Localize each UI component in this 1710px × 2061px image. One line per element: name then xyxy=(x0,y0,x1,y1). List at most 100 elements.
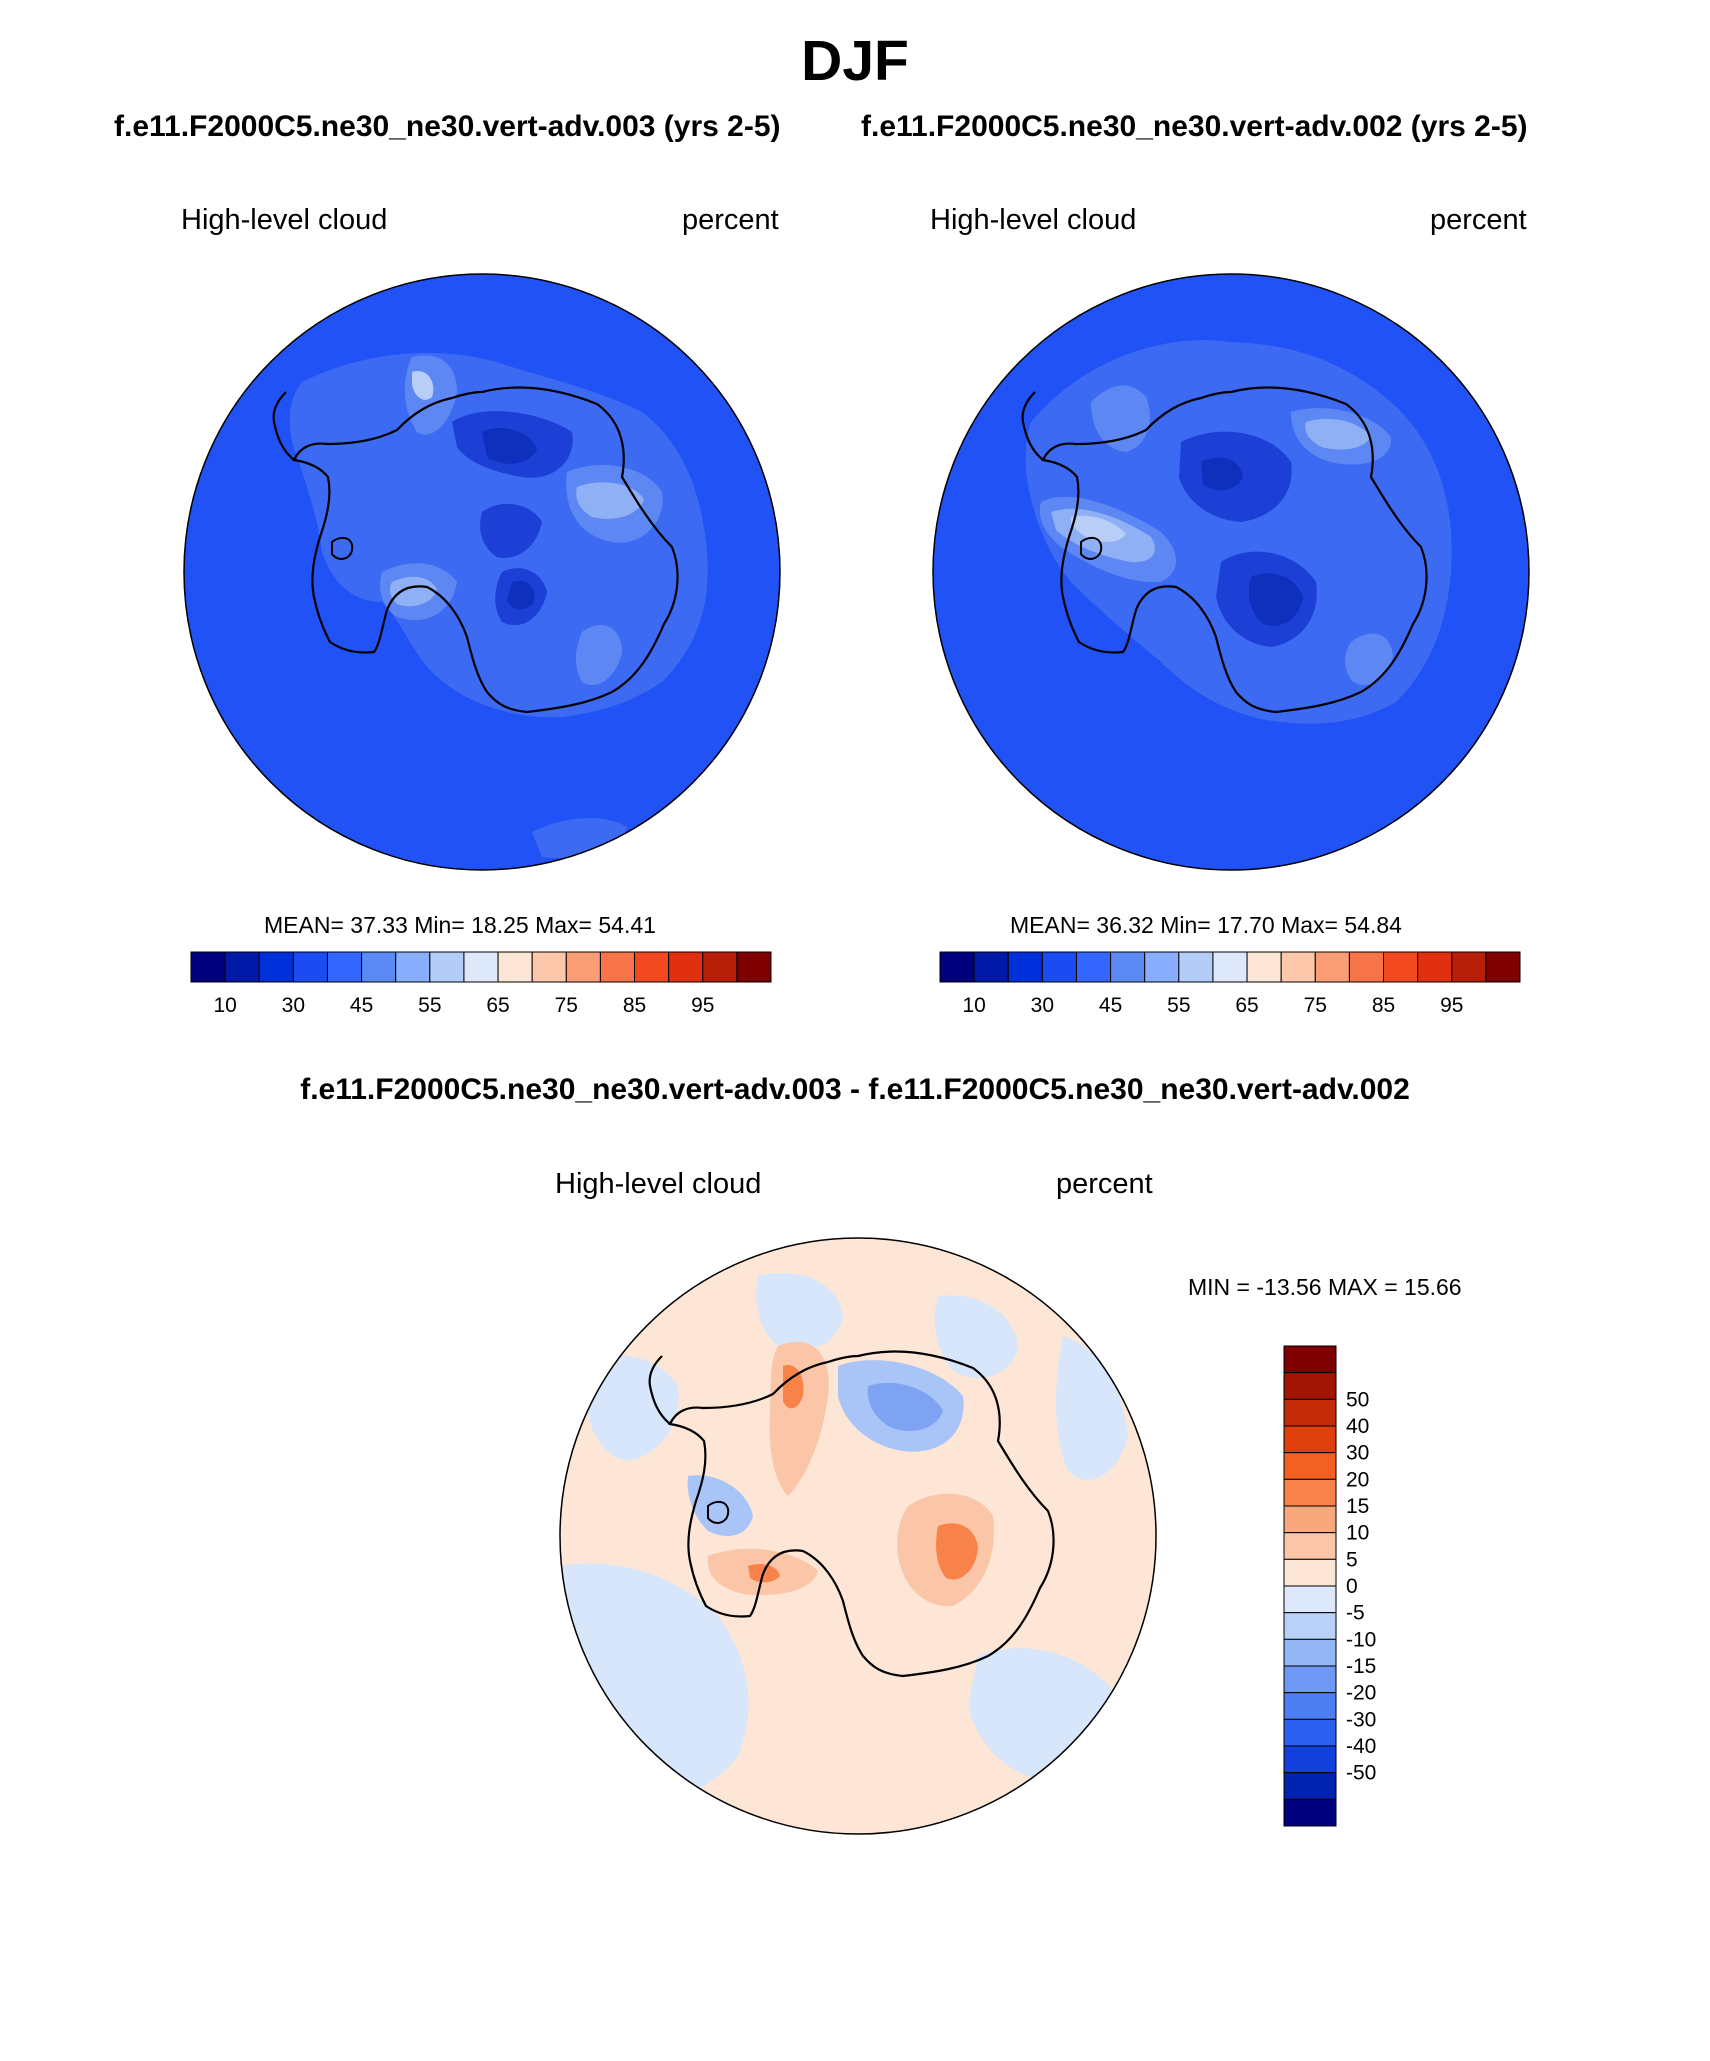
panel2-colorbar-tick-label: 95 xyxy=(1440,994,1463,1017)
diff-variable-label: High-level cloud xyxy=(555,1168,762,1200)
panel2-colorbar-swatch xyxy=(1007,951,1043,983)
difference-title: f.e11.F2000C5.ne30_ne30.vert-adv.003 - f… xyxy=(300,1073,1410,1106)
panel2-colorbar-swatch xyxy=(1144,951,1180,983)
panel1-colorbar-swatch xyxy=(634,951,670,983)
panel2-map-ice-shelf-coast xyxy=(1080,536,1103,560)
panel1-map-contour-region xyxy=(507,580,535,610)
panel1-colorbar-swatch xyxy=(531,951,567,983)
panel1-colorbar-tick-label: 55 xyxy=(418,994,441,1017)
panel1-colorbar-swatch xyxy=(702,951,738,983)
diff-map-ice-shelf-coast xyxy=(707,1500,730,1524)
diff-colorbar-swatch xyxy=(1283,1452,1337,1480)
diff-colorbar-swatch xyxy=(1283,1638,1337,1667)
diff-colorbar-swatch xyxy=(1283,1718,1337,1747)
panel2-colorbar-swatch xyxy=(1212,951,1248,983)
panel2-polar-map xyxy=(932,273,1530,871)
panel2-colorbar-swatch xyxy=(1280,951,1316,983)
panel1-map-peninsula-coast xyxy=(272,391,295,461)
panel2-colorbar-swatch xyxy=(1075,951,1112,983)
panel2-colorbar-swatch xyxy=(1041,951,1077,983)
panel1-map-contour-region xyxy=(482,428,537,464)
panel1-colorbar-swatch xyxy=(258,951,294,983)
panel1-colorbar-swatch xyxy=(668,951,704,983)
panel1-colorbar-tick-label: 65 xyxy=(486,994,509,1017)
panel2-mean-value: 36.32 xyxy=(1096,912,1154,938)
panel1-colorbar-tick-label: 85 xyxy=(623,994,646,1017)
panel1-map-coastline xyxy=(292,386,679,714)
diff-colorbar-tick-label: 50 xyxy=(1346,1388,1369,1411)
diff-colorbar-tick-label: 15 xyxy=(1346,1495,1369,1518)
panel1-colorbar-swatch xyxy=(361,951,397,983)
panel2-map-peninsula-coast xyxy=(1021,391,1044,461)
case-name-left: f.e11.F2000C5.ne30_ne30.vert-adv.003 (yr… xyxy=(114,110,781,143)
diff-colorbar-tick-label: -30 xyxy=(1346,1708,1376,1731)
diff-colorbar-swatch xyxy=(1283,1745,1337,1774)
diff-colorbar-swatch xyxy=(1283,1798,1337,1827)
panel2-map-boundary xyxy=(932,273,1530,871)
panel2-map-coastline xyxy=(1041,386,1428,714)
case-name-right: f.e11.F2000C5.ne30_ne30.vert-adv.002 (yr… xyxy=(861,110,1528,143)
panel2-map-contour-region xyxy=(1345,633,1393,686)
panel2-colorbar-tick-label: 30 xyxy=(1031,994,1054,1017)
diff-units-label: percent xyxy=(1056,1168,1153,1200)
panel1-colorbar-swatch xyxy=(565,951,601,983)
diff-colorbar-swatch xyxy=(1283,1532,1337,1560)
panel1-colorbar-swatch xyxy=(736,951,772,983)
panel1-colorbar-swatch xyxy=(292,951,328,983)
diff-map-contour-region xyxy=(587,1355,679,1461)
difference-polar-map xyxy=(559,1237,1157,1835)
panel1-colorbar-swatch xyxy=(224,951,260,983)
diff-colorbar-tick-label: 20 xyxy=(1346,1468,1369,1491)
diff-map-contour-region xyxy=(687,1475,753,1536)
panel2-map-contour-region xyxy=(1201,457,1243,491)
panel1-map-ice-shelf-coast xyxy=(331,536,354,560)
panel1-colorbar-swatch xyxy=(326,951,363,983)
panel2-min-label: Min= xyxy=(1160,912,1211,938)
panel2-colorbar: 10 30 45 55 65 75 85 95 xyxy=(939,951,1521,1017)
diff-colorbar-tick-label: -15 xyxy=(1346,1655,1376,1678)
panel2-min-value: 17.70 xyxy=(1217,912,1275,938)
diff-colorbar-swatch xyxy=(1283,1665,1337,1694)
diff-colorbar-swatch xyxy=(1283,1372,1337,1400)
diff-map-boundary xyxy=(559,1237,1157,1835)
panel2-units-label: percent xyxy=(1430,204,1527,236)
panel2-map-contour-region xyxy=(1305,418,1371,450)
diff-colorbar-swatch xyxy=(1283,1612,1337,1640)
diff-min-max: MIN = -13.56 MAX = 15.66 xyxy=(1188,1274,1462,1300)
diff-colorbar-swatch xyxy=(1283,1585,1337,1614)
panel1-min-label: Min= xyxy=(414,912,465,938)
panel2-stats: MEAN= 36.32 Min= 17.70 Max= 54.84 xyxy=(1010,912,1402,939)
panel2-colorbar-tick-label: 45 xyxy=(1099,994,1122,1017)
diff-colorbar-swatch xyxy=(1283,1398,1337,1427)
diff-map-peninsula-coast xyxy=(648,1355,671,1425)
panel1-colorbar-swatch xyxy=(599,951,636,983)
panel2-colorbar-swatch xyxy=(1314,951,1350,983)
panel2-colorbar-swatch xyxy=(939,951,975,983)
diff-colorbar-swatch xyxy=(1283,1425,1337,1454)
panel2-map-contour-region xyxy=(1249,573,1303,626)
diff-map-contour-region xyxy=(756,1272,843,1350)
panel1-map-field xyxy=(184,274,780,870)
panel2-map-contour-region xyxy=(1070,515,1126,542)
panel1-stats: MEAN= 37.33 Min= 18.25 Max= 54.41 xyxy=(264,912,656,939)
diff-map-field xyxy=(560,1238,1156,1834)
panel1-map-contour-region xyxy=(389,576,437,607)
panel1-colorbar-swatch xyxy=(497,951,533,983)
panel2-colorbar-tick-label: 10 xyxy=(962,994,985,1017)
panel1-colorbar-tick-label: 10 xyxy=(213,994,236,1017)
panel1-map-contour-region xyxy=(480,503,542,558)
diff-colorbar-swatch xyxy=(1283,1505,1337,1534)
page-title: DJF xyxy=(801,29,909,93)
panel2-colorbar-tick-label: 65 xyxy=(1235,994,1258,1017)
diff-colorbar-tick-label: 5 xyxy=(1346,1548,1358,1571)
panel2-colorbar-swatch xyxy=(1110,951,1146,983)
panel2-colorbar-swatch xyxy=(1485,951,1521,983)
panel1-mean-label: MEAN= xyxy=(264,912,344,938)
panel2-max-value: 54.84 xyxy=(1344,912,1402,938)
panel2-max-label: Max= xyxy=(1281,912,1338,938)
panel1-map-contour-region xyxy=(412,371,434,400)
diff-map-contour-region xyxy=(867,1382,943,1431)
panel1-colorbar-swatch xyxy=(395,951,431,983)
panel2-colorbar-tick-label: 75 xyxy=(1304,994,1327,1017)
